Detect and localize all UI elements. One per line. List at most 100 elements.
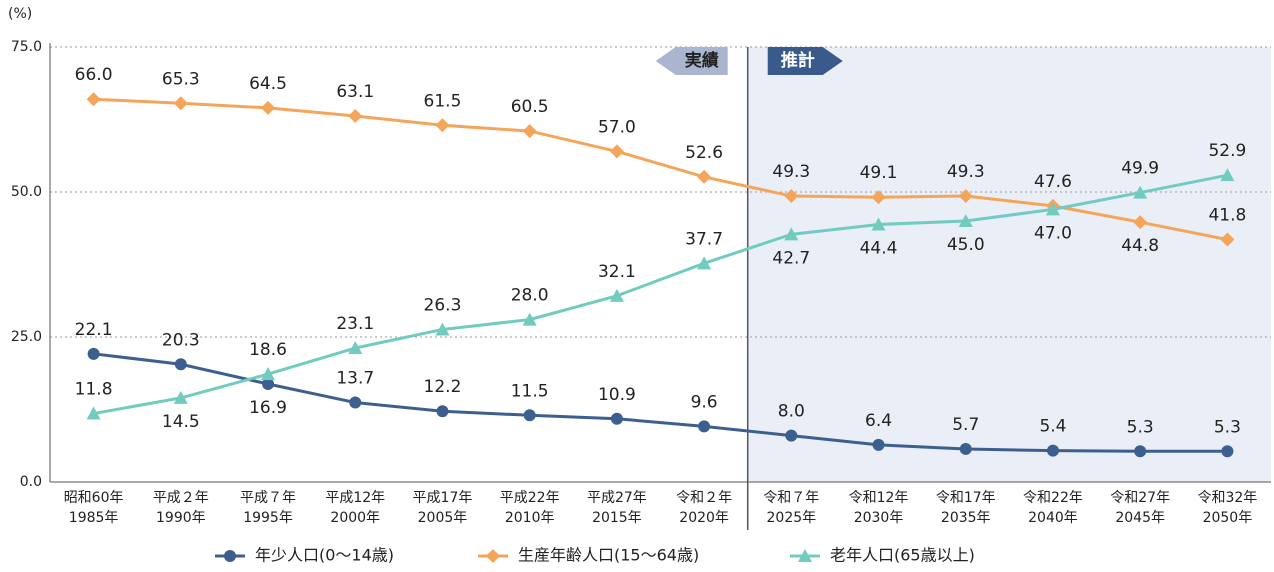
point <box>1045 202 1060 216</box>
value-label: 37.7 <box>685 229 723 249</box>
point <box>1134 445 1147 458</box>
value-label: 52.9 <box>1208 141 1246 161</box>
legend-label: 生産年齢人口(15～64歳) <box>518 546 699 565</box>
point <box>698 420 711 433</box>
value-label: 49.3 <box>947 162 985 182</box>
point <box>1221 445 1234 458</box>
value-label: 49.9 <box>1121 159 1159 179</box>
projection-arrow <box>767 47 843 75</box>
x-tick-label: 2020年 <box>679 510 729 526</box>
value-label: 20.3 <box>162 330 200 350</box>
value-label: 44.4 <box>860 238 898 258</box>
x-tick-label: 平成２年 <box>153 490 209 506</box>
value-label: 10.9 <box>598 385 636 405</box>
point <box>697 169 712 184</box>
value-label: 32.1 <box>598 262 636 282</box>
value-label: 61.5 <box>424 91 462 111</box>
point <box>86 406 101 420</box>
point <box>784 227 799 241</box>
point <box>871 190 886 205</box>
point <box>610 412 623 425</box>
x-tick-label: 2005年 <box>418 510 468 526</box>
point <box>436 405 449 418</box>
x-tick-label: 2015年 <box>592 510 642 526</box>
value-label: 65.3 <box>162 69 200 89</box>
point <box>609 144 624 159</box>
x-tick-label: 令和17年 <box>936 490 996 506</box>
x-tick-label: 2035年 <box>941 510 991 526</box>
point <box>261 100 276 115</box>
value-label: 11.8 <box>75 380 113 400</box>
value-label: 49.3 <box>772 162 810 182</box>
unit-label: (%) <box>8 6 32 22</box>
value-label: 49.1 <box>860 163 898 183</box>
actual-label: 実績 <box>685 50 719 71</box>
series-line <box>93 352 1228 453</box>
point <box>785 429 798 442</box>
value-label: 18.6 <box>249 340 287 360</box>
value-label: 41.8 <box>1208 206 1246 226</box>
actual-arrow <box>655 47 728 75</box>
point <box>1046 444 1059 457</box>
point <box>522 124 537 139</box>
value-label: 23.1 <box>336 314 374 334</box>
x-tick-label: 平成７年 <box>240 490 296 506</box>
legend-marker <box>798 549 812 562</box>
y-tick-label: 75.0 <box>11 39 42 55</box>
legend-label: 年少人口(0～14歳) <box>255 546 394 565</box>
value-label: 52.6 <box>685 143 723 163</box>
x-tick-label: 2040年 <box>1028 510 1078 526</box>
point <box>1220 232 1235 247</box>
x-tick-label: 1990年 <box>156 510 206 526</box>
point <box>87 347 100 360</box>
x-tick-label: 令和27年 <box>1110 490 1170 506</box>
x-tick-label: 令和２年 <box>676 490 732 506</box>
point <box>958 214 973 227</box>
x-tick-label: 2025年 <box>767 510 817 526</box>
value-label: 45.0 <box>947 235 985 255</box>
x-tick-label: 1995年 <box>243 510 293 526</box>
value-label: 57.0 <box>598 117 636 137</box>
point <box>1133 185 1148 199</box>
point <box>872 438 885 451</box>
point <box>348 109 363 124</box>
value-label: 12.2 <box>424 377 462 397</box>
value-label: 60.5 <box>511 97 549 117</box>
point <box>262 377 275 390</box>
x-tick-label: 令和32年 <box>1197 490 1257 506</box>
projection-label: 推計 <box>781 50 815 71</box>
point <box>174 358 187 371</box>
series-line <box>93 97 1228 242</box>
point <box>522 312 537 326</box>
point <box>86 92 101 107</box>
x-tick-label: 平成17年 <box>413 490 473 506</box>
x-tick-label: 平成27年 <box>587 490 647 506</box>
value-label: 5.3 <box>1214 417 1241 437</box>
x-tick-label: 2030年 <box>854 510 904 526</box>
x-tick-label: 昭和60年 <box>64 490 124 506</box>
x-tick-label: 令和12年 <box>849 490 909 506</box>
point <box>1220 168 1235 182</box>
point <box>261 367 276 381</box>
value-label: 11.5 <box>511 381 549 401</box>
point <box>959 442 972 455</box>
value-label: 22.1 <box>75 320 113 340</box>
point <box>784 189 799 204</box>
value-label: 63.1 <box>336 82 374 102</box>
point <box>697 256 712 270</box>
point <box>349 396 362 409</box>
point <box>173 390 188 404</box>
x-tick-label: 2010年 <box>505 510 555 526</box>
point <box>435 322 450 336</box>
x-tick-label: 令和22年 <box>1023 490 1083 506</box>
value-label: 26.3 <box>424 295 462 315</box>
x-tick-label: 2000年 <box>330 510 380 526</box>
legend-label: 老年人口(65歳以上) <box>830 546 975 565</box>
value-label: 64.5 <box>249 74 287 94</box>
legend-marker <box>486 549 500 563</box>
x-tick-label: 令和７年 <box>763 490 819 506</box>
x-tick-label: 1985年 <box>69 510 119 526</box>
value-label: 28.0 <box>511 286 549 306</box>
point <box>609 288 624 302</box>
